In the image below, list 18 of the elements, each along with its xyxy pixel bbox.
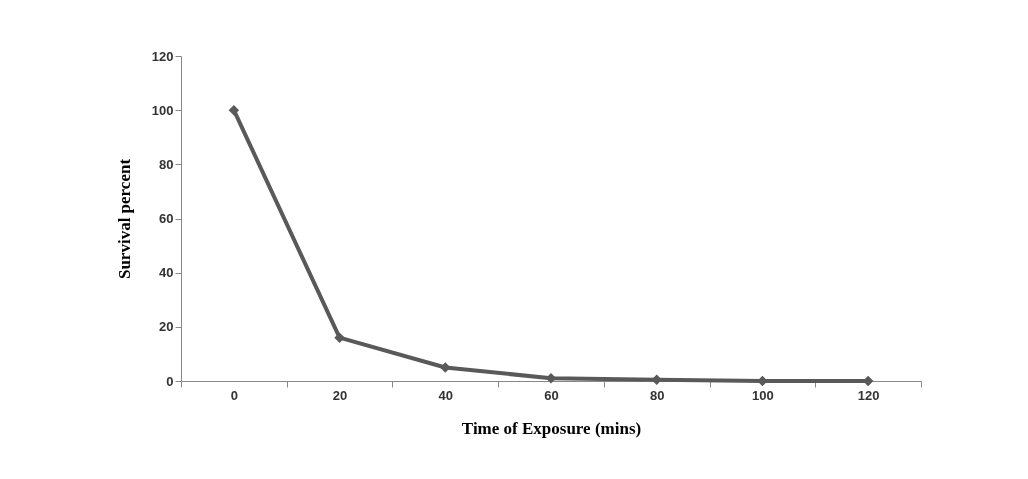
y-tick-label: 20 (159, 319, 174, 335)
y-axis-title: Survival percent (114, 158, 134, 280)
x-tick-label: 40 (438, 387, 454, 403)
x-tick-label: 80 (649, 387, 665, 403)
x-tick-label: 60 (544, 387, 559, 403)
y-tick-label: 40 (159, 265, 174, 281)
y-tick-label: 100 (151, 102, 174, 118)
y-tick-label: 80 (159, 156, 174, 172)
x-tick-label: 100 (752, 387, 774, 403)
x-tick-label: 120 (857, 387, 880, 403)
point (228, 104, 240, 116)
y-tick-label: 60 (159, 211, 174, 226)
y-tick-label: 0 (166, 373, 174, 389)
x-tick-label: 20 (332, 387, 348, 403)
y-tick-label: 120 (151, 48, 174, 64)
point (334, 332, 345, 343)
x-axis-title: Time of Exposure (mins) (461, 418, 642, 438)
x-tick-label: 0 (230, 387, 238, 403)
